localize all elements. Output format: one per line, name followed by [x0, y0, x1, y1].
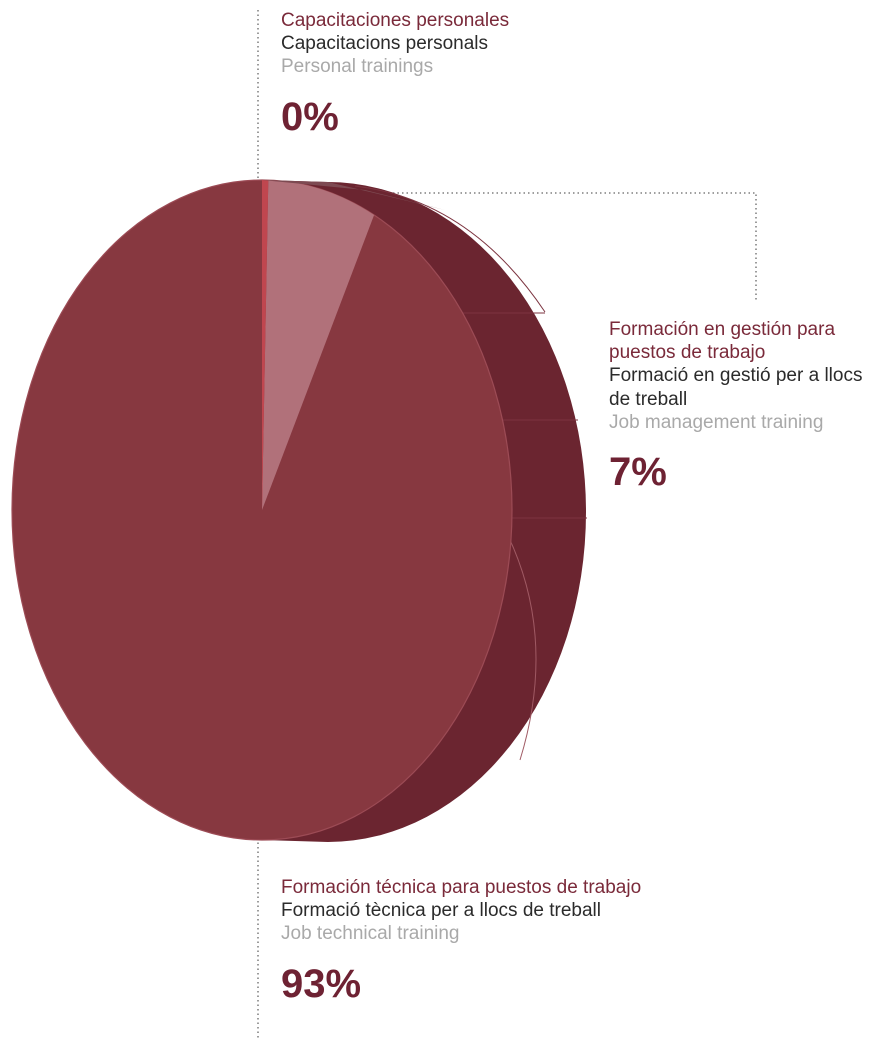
- label-technical-ca: Formació tècnica per a llocs de treball: [281, 900, 601, 922]
- value-management: 7%: [609, 449, 667, 494]
- slice-personal: [262, 179, 269, 510]
- label-management-en: Job management training: [609, 411, 824, 433]
- label-personal-es: Capacitaciones personales: [281, 10, 510, 31]
- label-technical-en: Job technical training: [281, 923, 460, 945]
- label-technical: Formación técnica para puestos de trabaj…: [281, 876, 841, 1004]
- label-technical-es: Formación técnica para puestos de trabaj…: [281, 877, 642, 898]
- label-personal-ca: Capacitacions personals: [281, 33, 489, 55]
- label-management: Formación en gestión para puestos de tra…: [609, 318, 887, 492]
- value-personal: 0%: [281, 94, 339, 139]
- pie-side-facets: [354, 185, 587, 761]
- value-technical: 93%: [281, 961, 362, 1006]
- label-personal: Capacitaciones personales Capacitacions …: [281, 9, 841, 137]
- label-personal-en: Personal trainings: [281, 56, 434, 78]
- slice-management: [262, 180, 375, 510]
- label-management-es: Formación en gestión para puestos de tra…: [609, 319, 836, 364]
- label-management-ca: Formació en gestió per a llocs de trebal…: [609, 365, 863, 410]
- leader-line-management: [348, 192, 757, 300]
